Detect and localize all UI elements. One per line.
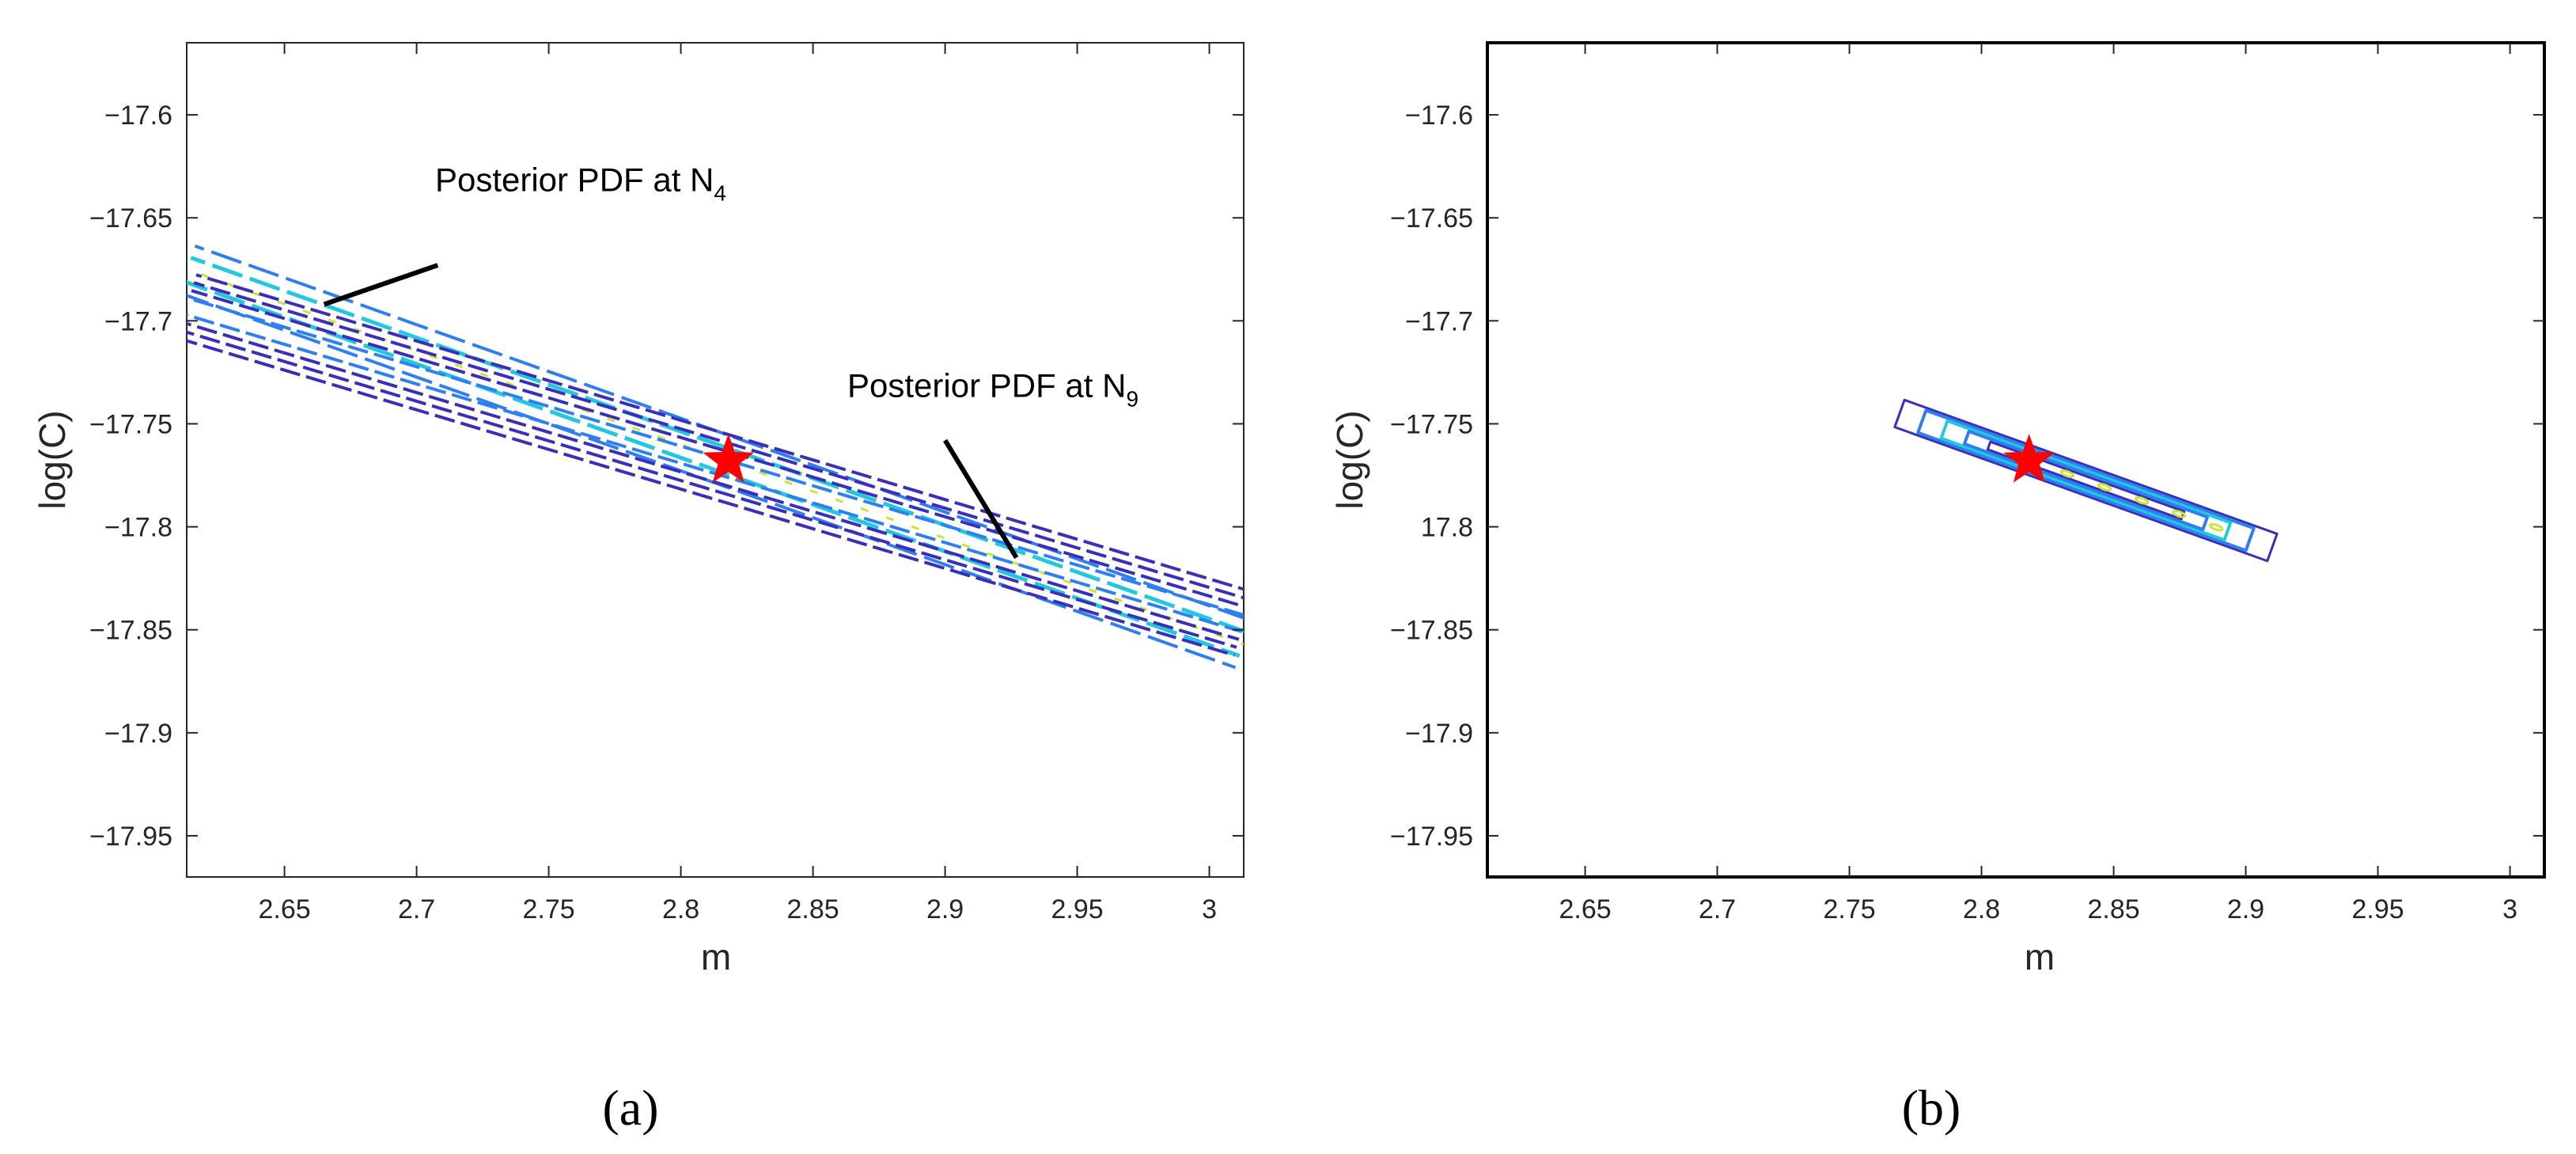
- annotation-n9: Posterior PDF at N9: [847, 367, 1138, 412]
- annotation-arrow-n4: [323, 263, 439, 307]
- true-value-star-a: [703, 434, 754, 483]
- y-tick-label: −17.85: [89, 616, 172, 646]
- contour-peak: [2059, 469, 2075, 478]
- contour-level: [187, 339, 1235, 657]
- y-tick-label: −17.9: [104, 719, 172, 749]
- x-tick-label: 2.85: [2087, 894, 2139, 924]
- contour-level: [187, 280, 1241, 658]
- panel-b: 2.65 2.7 2.75 2.8 2.85 2.9 2.95 3 −17.6−17.65−1…: [1329, 41, 2546, 1136]
- contours-a: [187, 244, 1244, 670]
- y-ticks-a: −17.6 −17.65 −17.7 −17.75 −17.8 −17.85 −17.9 −1…: [89, 101, 1244, 852]
- y-tick-label: −17.65: [1390, 203, 1473, 233]
- contour-level: [193, 281, 1244, 600]
- contour-band-1: [1893, 398, 2279, 563]
- x-tick-label: 2.95: [1051, 894, 1103, 924]
- x-tick-label: 2.7: [398, 894, 435, 924]
- annotation-arrow-n9: [943, 438, 1019, 560]
- x-tick-label: 2.8: [662, 894, 699, 924]
- y-axis-label-b: log(C): [1329, 410, 1370, 509]
- panel-a: 2.65 2.7 2.75 2.8 2.85 2.9 2.95 3 −17.6−17.65−1…: [32, 42, 1244, 1136]
- contour-peak: [2097, 483, 2112, 492]
- x-tick-label: 2.95: [2351, 894, 2404, 924]
- contour-level: [187, 313, 1242, 633]
- x-tick-label: 2.8: [1963, 894, 2000, 924]
- contour-level: [1916, 408, 2256, 552]
- annotation-n4: Posterior PDF at N4: [435, 161, 726, 205]
- panel-label-b: (b): [1902, 1080, 1961, 1136]
- y-axis-label-a: log(C): [32, 410, 73, 509]
- contour-level: [195, 273, 1244, 591]
- contour-band-2: [187, 273, 1244, 657]
- contour-level: [187, 294, 1237, 670]
- x-tick-label: 2.9: [2227, 894, 2264, 924]
- contour-level: [187, 321, 1240, 641]
- contour-peak: [2209, 522, 2224, 532]
- x-axis-label-b: m: [2025, 936, 2055, 977]
- contour-peak: [2172, 509, 2187, 518]
- x-ticks-b: 2.65 2.7 2.75 2.8 2.85 2.9 2.95 3: [1559, 43, 2517, 924]
- x-tick-label: 2.85: [786, 894, 839, 924]
- y-tick-label: −17.75: [89, 409, 172, 439]
- x-tick-label: 2.65: [258, 894, 310, 924]
- x-tick-label: 2.65: [1559, 894, 1611, 924]
- y-tick-label: 17.8: [1421, 513, 1473, 543]
- x-tick-label: 2.75: [1823, 894, 1875, 924]
- y-tick-label: −17.6: [104, 101, 172, 131]
- x-ticks-a: 2.65 2.7 2.75 2.8 2.85 2.9 2.95 3: [258, 43, 1217, 924]
- annotations-a: Posterior PDF at N4 Posterior PDF at N9: [323, 161, 1138, 560]
- x-axis-label-a: m: [701, 936, 731, 977]
- y-tick-label: −17.9: [1405, 719, 1473, 749]
- x-tick-label: 2.7: [1699, 894, 1736, 924]
- true-value-star-b: [2003, 434, 2055, 483]
- x-tick-label: 2.9: [926, 894, 964, 924]
- contour-level: [1986, 440, 2186, 521]
- contour-level: [1962, 430, 2210, 532]
- panel-label-a: (a): [602, 1080, 658, 1136]
- contour-level: [187, 330, 1237, 649]
- x-tick-label: 3: [1202, 894, 1217, 924]
- x-tick-label: 2.75: [522, 894, 574, 924]
- contour-level: [1939, 419, 2233, 542]
- contours-b: [1893, 398, 2279, 563]
- y-tick-label: −17.95: [89, 822, 172, 852]
- y-tick-label: −17.75: [1390, 409, 1473, 439]
- y-tick-label: −17.8: [104, 513, 172, 543]
- y-tick-label: −17.85: [1390, 616, 1473, 646]
- y-ticks-b: −17.6 −17.65 −17.7 −17.75 17.8 −17.85 −17.9 −17…: [1390, 101, 2544, 852]
- x-tick-label: 3: [2502, 894, 2517, 924]
- y-tick-label: −17.7: [104, 306, 172, 336]
- y-tick-label: −17.65: [89, 203, 172, 233]
- y-tick-label: −17.7: [1405, 306, 1473, 336]
- contour-level: [190, 256, 1244, 634]
- contour-level: [191, 289, 1244, 609]
- contour-peak: [2135, 495, 2150, 505]
- y-tick-label: −17.95: [1390, 822, 1473, 852]
- contour-level: [1893, 398, 2279, 563]
- y-tick-label: −17.6: [1405, 101, 1473, 131]
